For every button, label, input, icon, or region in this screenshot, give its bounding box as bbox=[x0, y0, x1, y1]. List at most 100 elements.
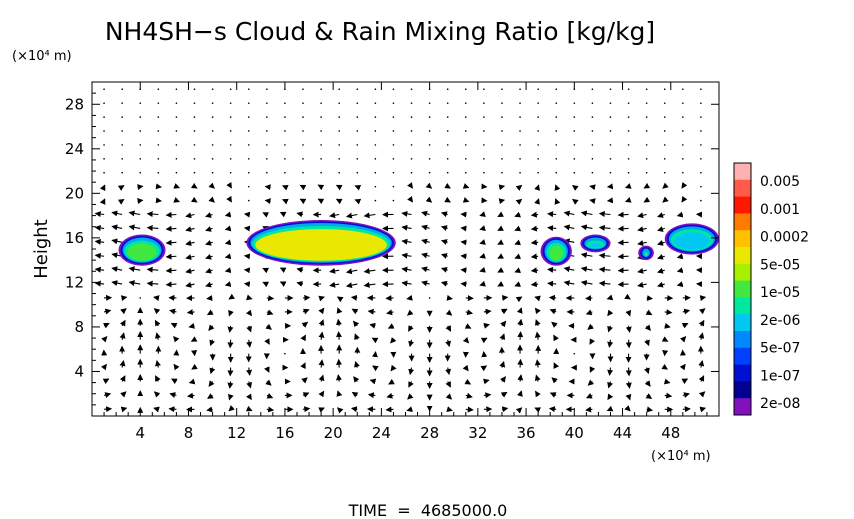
wind-vector bbox=[445, 381, 451, 388]
wind-vector bbox=[318, 331, 325, 340]
x-axis: 4 8 12 16 20 24 28 32 36 40 44 48 bbox=[103, 82, 708, 442]
wind-vector bbox=[563, 266, 575, 273]
wind-vector bbox=[336, 407, 344, 414]
wind-vector bbox=[207, 393, 214, 399]
wind-vector bbox=[350, 406, 358, 413]
wind-vector-dot bbox=[211, 171, 214, 174]
wind-vector bbox=[205, 212, 213, 218]
wind-vector bbox=[563, 224, 575, 231]
wind-vector bbox=[120, 308, 127, 315]
wind-vector bbox=[336, 296, 344, 303]
wind-vector-dot bbox=[320, 158, 322, 160]
wind-vector-dot bbox=[410, 158, 413, 160]
wind-vector bbox=[425, 196, 433, 203]
wind-vector bbox=[661, 363, 669, 370]
wind-vector-dot bbox=[446, 116, 449, 118]
wind-vector bbox=[682, 308, 691, 315]
cloud-region-4 bbox=[638, 245, 654, 261]
wind-vector bbox=[119, 375, 126, 382]
wind-vector-dot bbox=[356, 144, 359, 146]
wind-vector-dot bbox=[229, 88, 232, 91]
wind-vector-dot bbox=[338, 171, 340, 174]
colorbar-label: 5e-05 bbox=[760, 257, 800, 273]
x-tick-label: 20 bbox=[324, 424, 343, 442]
time-footer: TIME = 4685000.0 bbox=[348, 501, 508, 519]
wind-vector-dot bbox=[537, 171, 539, 174]
x-tick-label: 44 bbox=[613, 424, 632, 442]
wind-vector bbox=[224, 253, 232, 260]
wind-vector bbox=[637, 281, 647, 288]
wind-vector bbox=[281, 184, 289, 191]
wind-vector bbox=[535, 390, 541, 398]
wind-vector-dot bbox=[266, 158, 268, 160]
wind-vector-dot bbox=[284, 171, 286, 174]
wind-vector-dot bbox=[139, 158, 142, 160]
wind-vector bbox=[336, 307, 343, 314]
wind-vector bbox=[548, 294, 557, 301]
wind-vector bbox=[483, 308, 492, 315]
wind-vector bbox=[698, 319, 705, 327]
wind-vector bbox=[637, 226, 647, 233]
wind-vector bbox=[625, 339, 632, 349]
wind-vector bbox=[401, 252, 412, 259]
wind-vector bbox=[120, 406, 128, 413]
wind-vector bbox=[585, 406, 593, 413]
wind-vector bbox=[637, 212, 647, 219]
wind-vector-dot bbox=[573, 130, 576, 132]
wind-vector-dot bbox=[663, 88, 666, 91]
wind-vector-dot bbox=[410, 144, 413, 146]
wind-vector bbox=[265, 379, 272, 386]
wind-vector-dot bbox=[627, 158, 630, 160]
wind-vector bbox=[185, 240, 195, 247]
wind-vector-dot bbox=[573, 158, 576, 160]
wind-vector-dot bbox=[609, 130, 612, 132]
wind-vector bbox=[335, 184, 343, 191]
cloud-core bbox=[127, 243, 157, 261]
wind-vector bbox=[318, 319, 325, 327]
wind-vector bbox=[111, 224, 123, 231]
wind-vector bbox=[351, 391, 359, 398]
wind-vector-dot bbox=[627, 130, 630, 132]
wind-vector bbox=[585, 393, 593, 399]
wind-vector bbox=[699, 295, 707, 302]
wind-vector-dot bbox=[139, 116, 142, 118]
wind-vector-dot bbox=[320, 171, 322, 174]
wind-vector bbox=[679, 363, 686, 371]
wind-vector-dot bbox=[645, 130, 648, 132]
wind-vector bbox=[462, 364, 469, 372]
wind-vector bbox=[209, 367, 216, 375]
wind-vector bbox=[386, 309, 394, 316]
wind-vector bbox=[354, 360, 360, 368]
wind-vector bbox=[94, 225, 105, 231]
wind-vector-dot bbox=[645, 102, 648, 104]
wind-vector bbox=[188, 378, 196, 385]
wind-vector bbox=[190, 196, 198, 203]
wind-vector-dot bbox=[229, 144, 232, 146]
wind-vector bbox=[657, 253, 665, 260]
wind-vector bbox=[499, 333, 506, 340]
wind-vector bbox=[657, 212, 665, 218]
wind-vector bbox=[548, 406, 557, 413]
wind-vector bbox=[262, 267, 270, 274]
wind-vector bbox=[421, 238, 430, 245]
wind-vector bbox=[170, 322, 178, 329]
wind-vector-dot bbox=[501, 130, 503, 132]
wind-vector-dot bbox=[284, 102, 286, 104]
wind-vector-dot bbox=[247, 116, 250, 118]
wind-vector bbox=[585, 309, 593, 316]
wind-vector bbox=[624, 293, 631, 300]
wind-vector bbox=[497, 253, 504, 259]
wind-vector bbox=[155, 359, 161, 368]
wind-vector bbox=[553, 334, 559, 342]
wind-vector-dot bbox=[139, 171, 142, 174]
wind-vector bbox=[111, 238, 123, 245]
wind-vector bbox=[186, 309, 195, 316]
wind-vector-dot bbox=[284, 144, 286, 146]
wind-vector-dot bbox=[320, 116, 322, 118]
wind-vector-dot bbox=[483, 158, 485, 160]
wind-vector bbox=[318, 374, 325, 382]
wind-vector bbox=[264, 338, 270, 345]
wind-vector bbox=[369, 322, 376, 329]
wind-vector bbox=[698, 308, 706, 315]
